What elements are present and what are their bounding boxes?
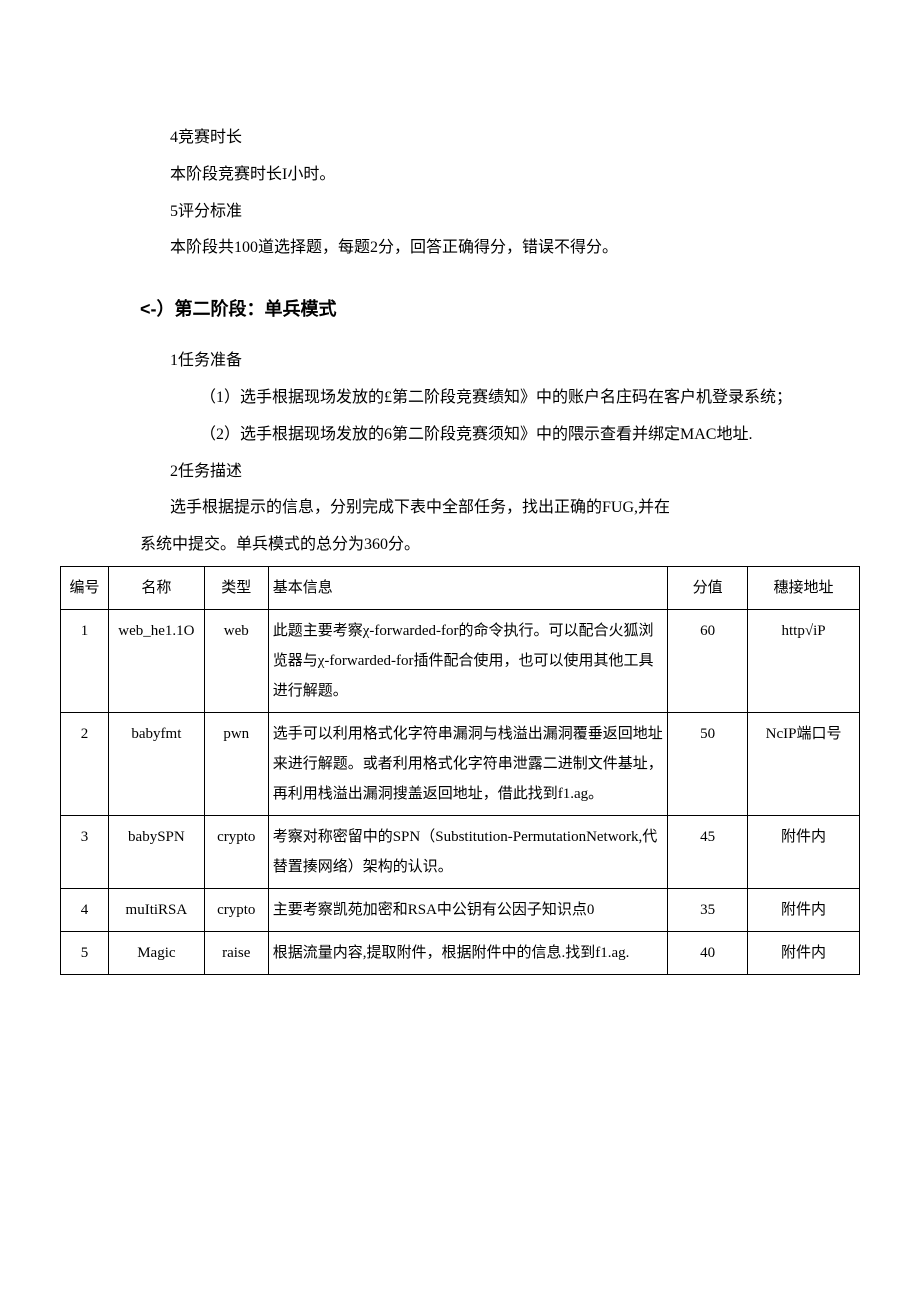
cell-info: 选手可以利用格式化字符串漏洞与栈溢出漏洞覆垂返回地址来进行解题。或者利用格式化字… [268,712,668,815]
cell-info: 根据流量内容,提取附件，根据附件中的信息.找到f1.ag. [268,931,668,974]
table-header-row: 编号 名称 类型 基本信息 分值 穗接地址 [61,566,860,609]
table-row: 4 muItiRSA crypto 主要考察凯苑加密和RSA中公钥有公因子知识点… [61,888,860,931]
cell-addr: NcIP端口号 [748,712,860,815]
section-2-block: 1任务准备 [60,343,860,380]
prep-items: （1）选手根据现场发放的£第二阶段竞赛绩知》中的账户名庄码在客户机登录系统； （… [60,380,860,454]
table-row: 2 babyfmt pwn 选手可以利用格式化字符串漏洞与栈溢出漏洞覆垂返回地址… [61,712,860,815]
header-name: 名称 [108,566,204,609]
cell-type: raise [204,931,268,974]
cell-score: 45 [668,815,748,888]
cell-score: 40 [668,931,748,974]
cell-name: web_he1.1O [108,609,204,712]
prep-title: 1任务准备 [170,343,860,380]
cell-addr: 附件内 [748,815,860,888]
cell-name: babyfmt [108,712,204,815]
cell-type: crypto [204,815,268,888]
cell-name: Magic [108,931,204,974]
cell-id: 5 [61,931,109,974]
cell-type: crypto [204,888,268,931]
desc-block: 2任务描述 选手根据提示的信息，分别完成下表中全部任务，找出正确的FUG,并在 [60,454,860,528]
cell-info: 考察对称密留中的SPN（Substitution-PermutationNetw… [268,815,668,888]
cell-addr: 附件内 [748,888,860,931]
cell-type: pwn [204,712,268,815]
cell-score: 60 [668,609,748,712]
table-row: 1 web_he1.1O web 此题主要考察χ-forwarded-for的命… [61,609,860,712]
intro-line-2: 本阶段竞赛时长I小时。 [170,157,860,194]
intro-line-1: 4竞赛时长 [170,120,860,157]
cell-name: muItiRSA [108,888,204,931]
cell-id: 3 [61,815,109,888]
header-info: 基本信息 [268,566,668,609]
desc-title: 2任务描述 [170,454,860,491]
header-score: 分值 [668,566,748,609]
cell-info: 主要考察凯苑加密和RSA中公钥有公因子知识点0 [268,888,668,931]
cell-addr: http√iP [748,609,860,712]
intro-line-4: 本阶段共100道选择题，每题2分，回答正确得分，错误不得分。 [170,230,860,267]
prep-item-2: （2）选手根据现场发放的6第二阶段竞赛须知》中的隈示查看并绑定MAC地址. [200,417,860,454]
table-head: 编号 名称 类型 基本信息 分值 穗接地址 [61,566,860,609]
cell-id: 4 [61,888,109,931]
cell-addr: 附件内 [748,931,860,974]
table-row: 3 babySPN crypto 考察对称密留中的SPN（Substitutio… [61,815,860,888]
desc-line-2: 系统中提交。单兵模式的总分为360分。 [60,527,860,564]
header-addr: 穗接地址 [748,566,860,609]
section-2-heading: <-）第二阶段：单兵模式 [60,295,860,321]
desc-line-1: 选手根据提示的信息，分别完成下表中全部任务，找出正确的FUG,并在 [170,490,860,527]
cell-name: babySPN [108,815,204,888]
cell-score: 35 [668,888,748,931]
table-body: 1 web_he1.1O web 此题主要考察χ-forwarded-for的命… [61,609,860,974]
header-id: 编号 [61,566,109,609]
document-page: 4竞赛时长 本阶段竞赛时长I小时。 5评分标准 本阶段共100道选择题，每题2分… [0,0,920,1035]
task-table: 编号 名称 类型 基本信息 分值 穗接地址 1 web_he1.1O web 此… [60,566,860,975]
intro-block: 4竞赛时长 本阶段竞赛时长I小时。 5评分标准 本阶段共100道选择题，每题2分… [60,120,860,267]
intro-line-3: 5评分标准 [170,194,860,231]
cell-id: 2 [61,712,109,815]
header-type: 类型 [204,566,268,609]
table-row: 5 Magic raise 根据流量内容,提取附件，根据附件中的信息.找到f1.… [61,931,860,974]
cell-id: 1 [61,609,109,712]
prep-item-1: （1）选手根据现场发放的£第二阶段竞赛绩知》中的账户名庄码在客户机登录系统； [200,380,860,417]
cell-info: 此题主要考察χ-forwarded-for的命令执行。可以配合火狐浏览器与χ-f… [268,609,668,712]
cell-type: web [204,609,268,712]
cell-score: 50 [668,712,748,815]
